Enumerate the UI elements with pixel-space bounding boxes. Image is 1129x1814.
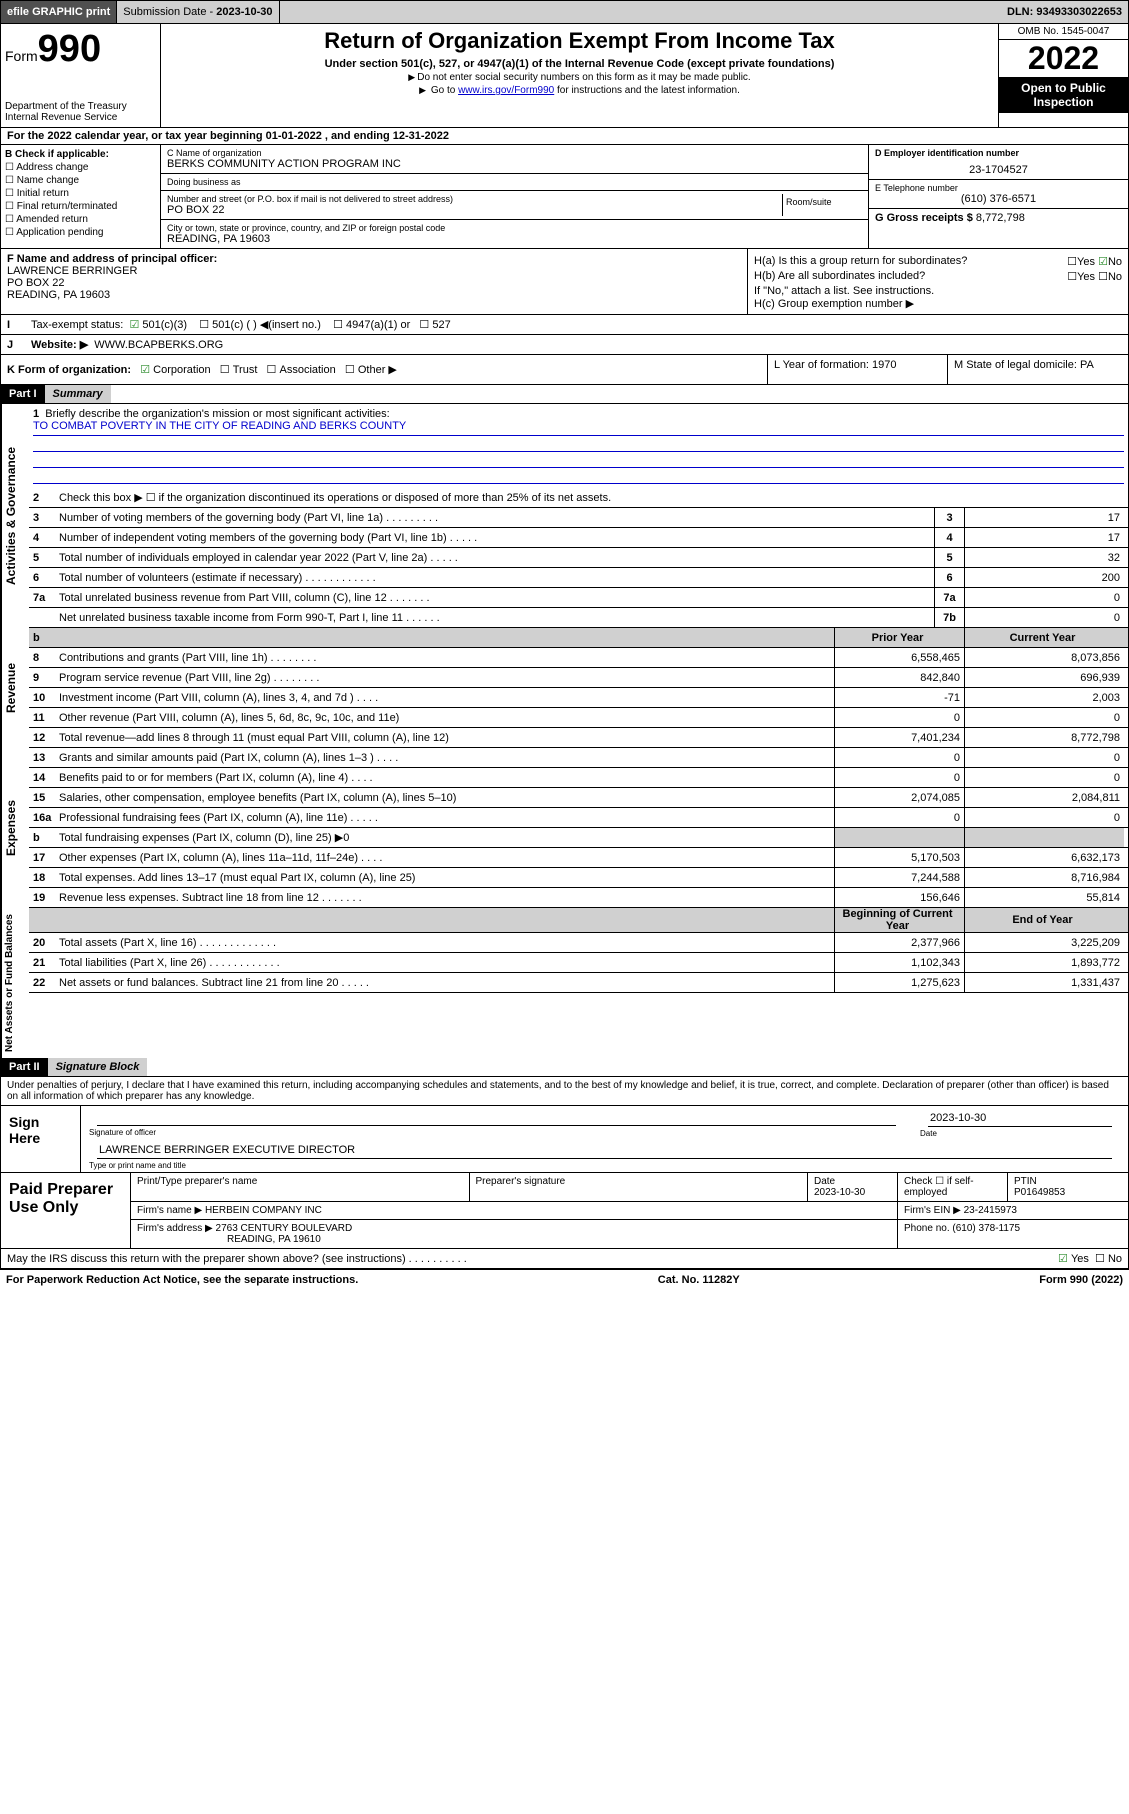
col-b: B Check if applicable: ☐ Address change☐…: [1, 145, 161, 248]
col-d: D Employer identification number 23-1704…: [868, 145, 1128, 248]
paperwork-notice: For Paperwork Reduction Act Notice, see …: [6, 1274, 358, 1286]
summary-line: 17Other expenses (Part IX, column (A), l…: [29, 848, 1128, 868]
form-subtitle: Under section 501(c), 527, or 4947(a)(1)…: [165, 58, 994, 70]
city-state-zip: READING, PA 19603: [167, 233, 862, 245]
omb-number: OMB No. 1545-0047: [999, 24, 1128, 40]
form-ref: Form 990 (2022): [1039, 1274, 1123, 1286]
summary-line: 16aProfessional fundraising fees (Part I…: [29, 808, 1128, 828]
summary-line: 21Total liabilities (Part X, line 26) . …: [29, 953, 1128, 973]
state-domicile: M State of legal domicile: PA: [948, 355, 1128, 384]
tab-expenses: Expenses: [1, 748, 29, 908]
sign-date: 2023-10-30: [928, 1110, 1112, 1127]
form-container: Form990 Department of the Treasury Inter…: [0, 24, 1129, 1270]
summary-line: 3Number of voting members of the governi…: [29, 508, 1128, 528]
room-suite: Room/suite: [782, 194, 862, 216]
net-assets: Net Assets or Fund Balances Beginning of…: [1, 908, 1128, 1058]
section-klm: K Form of organization: ☑ Corporation ☐ …: [1, 355, 1128, 385]
revenue: Revenue b Prior YearCurrent Year 8Contri…: [1, 628, 1128, 748]
summary-line: 8Contributions and grants (Part VIII, li…: [29, 648, 1128, 668]
form-header: Form990 Department of the Treasury Inter…: [1, 24, 1128, 128]
signature-block: Sign Here Signature of officer 2023-10-3…: [1, 1106, 1128, 1173]
omb-block: OMB No. 1545-0047 2022 Open to Public In…: [998, 24, 1128, 127]
firm-name: HERBEIN COMPANY INC: [205, 1205, 322, 1216]
activities-governance: Activities & Governance 1 Briefly descri…: [1, 404, 1128, 628]
treasury: Department of the Treasury: [5, 101, 156, 112]
irs-link[interactable]: www.irs.gov/Form990: [458, 85, 554, 96]
checkbox-initial-return[interactable]: ☐ Initial return: [5, 188, 156, 199]
summary-line: 6Total number of volunteers (estimate if…: [29, 568, 1128, 588]
summary-line: 7aTotal unrelated business revenue from …: [29, 588, 1128, 608]
summary-line: 18Total expenses. Add lines 13–17 (must …: [29, 868, 1128, 888]
year-header: b Prior YearCurrent Year: [29, 628, 1128, 648]
part-i-header: Part ISummary: [1, 385, 1128, 404]
cat-no: Cat. No. 11282Y: [658, 1274, 740, 1286]
dln: DLN: 93493303022653: [1001, 1, 1128, 23]
summary-line: 15Salaries, other compensation, employee…: [29, 788, 1128, 808]
ptin: P01649853: [1014, 1187, 1122, 1198]
summary-line: 11Other revenue (Part VIII, column (A), …: [29, 708, 1128, 728]
group-return: H(a) Is this a group return for subordin…: [748, 249, 1128, 314]
summary-line: 4Number of independent voting members of…: [29, 528, 1128, 548]
telephone: (610) 376-6571: [875, 193, 1122, 205]
summary-line: 13Grants and similar amounts paid (Part …: [29, 748, 1128, 768]
summary-line: 10Investment income (Part VIII, column (…: [29, 688, 1128, 708]
line-a: For the 2022 calendar year, or tax year …: [1, 128, 1128, 145]
footer: For Paperwork Reduction Act Notice, see …: [0, 1270, 1129, 1290]
form-title-block: Return of Organization Exempt From Incom…: [161, 24, 998, 127]
summary-line: 5Total number of individuals employed in…: [29, 548, 1128, 568]
principal-officer: F Name and address of principal officer:…: [1, 249, 748, 314]
firm-phone: (610) 378-1175: [952, 1223, 1020, 1234]
tab-net-assets: Net Assets or Fund Balances: [1, 908, 29, 1058]
line-j: J Website: ▶ WWW.BCAPBERKS.ORG: [1, 335, 1128, 355]
summary-line: 14Benefits paid to or for members (Part …: [29, 768, 1128, 788]
checkbox-address-change[interactable]: ☐ Address change: [5, 162, 156, 173]
form-of-org: K Form of organization: ☑ Corporation ☐ …: [1, 355, 768, 384]
col-c: C Name of organization BERKS COMMUNITY A…: [161, 145, 868, 248]
penalties-text: Under penalties of perjury, I declare th…: [1, 1077, 1128, 1106]
balance-header: Beginning of Current YearEnd of Year: [29, 908, 1128, 933]
note-ssn: Do not enter social security numbers on …: [165, 72, 994, 83]
section-bcd: B Check if applicable: ☐ Address change☐…: [1, 145, 1128, 249]
line-i: I Tax-exempt status: ☑ 501(c)(3) ☐ 501(c…: [1, 315, 1128, 335]
checkbox-amended-return[interactable]: ☐ Amended return: [5, 214, 156, 225]
part-ii-header: Part IISignature Block: [1, 1058, 1128, 1077]
efile-btn[interactable]: efile GRAPHIC print: [1, 1, 117, 23]
form-title: Return of Organization Exempt From Incom…: [165, 28, 994, 54]
tab-governance: Activities & Governance: [1, 404, 29, 628]
tab-revenue: Revenue: [1, 628, 29, 748]
note-link: Go to www.irs.gov/Form990 for instructio…: [165, 85, 994, 96]
org-name: BERKS COMMUNITY ACTION PROGRAM INC: [167, 158, 862, 170]
summary-line: Net unrelated business taxable income fr…: [29, 608, 1128, 628]
firm-ein: 23-2415973: [964, 1205, 1017, 1216]
website: WWW.BCAPBERKS.ORG: [94, 339, 223, 351]
firm-address: 2763 CENTURY BOULEVARD: [216, 1223, 353, 1234]
irs: Internal Revenue Service: [5, 112, 156, 123]
summary-line: 22Net assets or fund balances. Subtract …: [29, 973, 1128, 993]
officer-name: LAWRENCE BERRINGER EXECUTIVE DIRECTOR: [97, 1142, 1112, 1159]
may-discuss: May the IRS discuss this return with the…: [1, 1249, 1128, 1269]
form-id-block: Form990 Department of the Treasury Inter…: [1, 24, 161, 127]
summary-line: 9Program service revenue (Part VIII, lin…: [29, 668, 1128, 688]
submission-date: Submission Date - 2023-10-30: [117, 1, 279, 23]
paid-preparer: Paid Preparer Use Only Print/Type prepar…: [1, 1173, 1128, 1249]
checkbox-application-pending[interactable]: ☐ Application pending: [5, 227, 156, 238]
gross-receipts: 8,772,798: [976, 212, 1025, 224]
summary-line: bTotal fundraising expenses (Part IX, co…: [29, 828, 1128, 848]
summary-line: 12Total revenue—add lines 8 through 11 (…: [29, 728, 1128, 748]
checkbox-name-change[interactable]: ☐ Name change: [5, 175, 156, 186]
tax-year: 2022: [999, 40, 1128, 77]
top-bar: efile GRAPHIC print Submission Date - 20…: [0, 0, 1129, 24]
street-address: PO BOX 22: [167, 204, 782, 216]
expenses: Expenses 13Grants and similar amounts pa…: [1, 748, 1128, 908]
mission-text: TO COMBAT POVERTY IN THE CITY OF READING…: [33, 420, 1124, 436]
checkbox-final-return-terminated[interactable]: ☐ Final return/terminated: [5, 201, 156, 212]
ein: 23-1704527: [875, 164, 1122, 176]
section-fh: F Name and address of principal officer:…: [1, 249, 1128, 315]
year-formation: L Year of formation: 1970: [768, 355, 948, 384]
summary-line: 19Revenue less expenses. Subtract line 1…: [29, 888, 1128, 908]
open-public: Open to Public Inspection: [999, 77, 1128, 113]
summary-line: 20Total assets (Part X, line 16) . . . .…: [29, 933, 1128, 953]
